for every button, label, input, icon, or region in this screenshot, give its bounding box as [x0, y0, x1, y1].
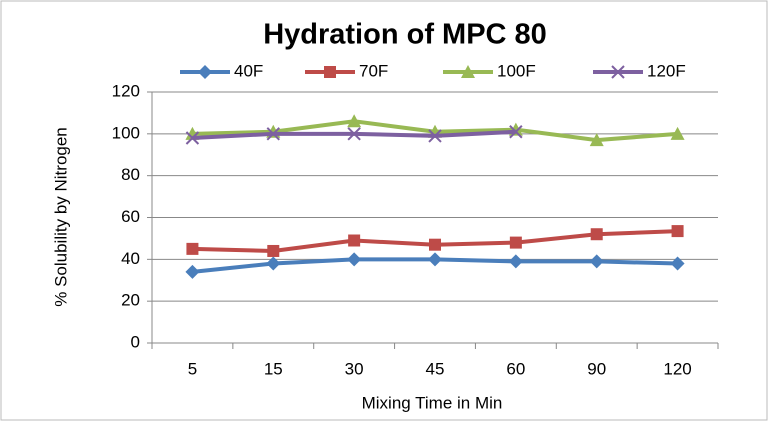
marker: [508, 254, 523, 269]
legend-label: 40F: [234, 61, 263, 80]
marker: [198, 65, 212, 79]
marker: [267, 244, 280, 257]
y-tick-label: 40: [121, 249, 140, 268]
marker: [589, 254, 604, 269]
y-tick-label: 120: [112, 81, 140, 100]
marker: [324, 66, 336, 78]
marker: [266, 256, 281, 271]
y-tick-label: 60: [121, 207, 140, 226]
y-tick-label: 0: [131, 332, 140, 351]
x-tick-label: 15: [264, 359, 283, 378]
marker: [428, 252, 442, 267]
marker: [347, 127, 361, 141]
y-tick-label: 80: [121, 165, 140, 184]
legend-label: 120F: [647, 61, 686, 80]
y-tick-label: 20: [121, 291, 140, 310]
x-tick-label: 5: [188, 359, 197, 378]
x-tick-label: 30: [345, 359, 364, 378]
marker: [461, 65, 475, 78]
marker: [611, 65, 625, 79]
marker: [347, 114, 362, 128]
marker: [509, 236, 522, 249]
x-tick-label: 45: [426, 359, 445, 378]
x-tick-label: 120: [663, 359, 691, 378]
x-tick-label: 90: [587, 359, 606, 378]
marker: [347, 252, 362, 267]
marker: [589, 133, 604, 147]
marker: [670, 256, 685, 271]
marker: [590, 228, 603, 241]
marker: [348, 234, 361, 247]
marker: [185, 131, 200, 145]
marker: [186, 242, 199, 255]
chart-title: Hydration of MPC 80: [263, 19, 547, 51]
marker: [266, 127, 280, 141]
legend-label: 70F: [359, 61, 388, 80]
marker: [670, 126, 685, 140]
x-tick-label: 60: [506, 359, 525, 378]
marker: [429, 238, 441, 251]
marker: [185, 264, 200, 279]
y-tick-label: 100: [112, 123, 140, 142]
marker: [509, 125, 523, 139]
marker: [428, 129, 442, 143]
x-axis-label: Mixing Time in Min: [362, 393, 503, 412]
legend-label: 100F: [497, 61, 536, 80]
marker: [671, 225, 684, 238]
y-axis-label: % Solubility by Nitrogen: [51, 127, 70, 307]
